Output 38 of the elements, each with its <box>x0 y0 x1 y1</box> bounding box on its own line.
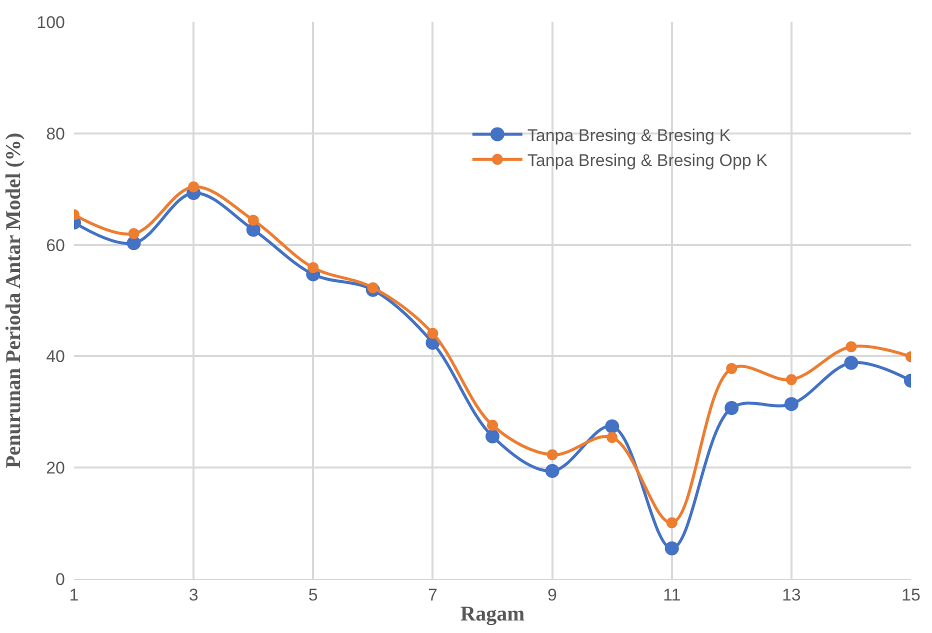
point <box>128 228 140 240</box>
x-tick-label: 11 <box>663 585 681 604</box>
y-tick-label: 60 <box>46 236 65 255</box>
point <box>367 282 378 294</box>
x-tick-label: 15 <box>902 585 920 604</box>
legend-label: Tanpa Bresing & Bresing Opp K <box>527 150 768 170</box>
point <box>724 401 739 415</box>
x-tick-label: 7 <box>428 585 438 604</box>
point <box>846 341 857 352</box>
point <box>427 328 438 339</box>
x-tick-label: 5 <box>308 585 318 604</box>
point <box>546 449 558 460</box>
point <box>487 420 498 431</box>
point <box>784 397 798 412</box>
point <box>786 374 797 386</box>
legend-label: Tanpa Bresing & Bresing K <box>527 126 732 145</box>
point <box>486 429 500 444</box>
point <box>605 419 620 434</box>
y-tick-label: 40 <box>46 347 65 366</box>
point <box>606 432 618 444</box>
point <box>726 362 738 374</box>
point <box>664 541 679 556</box>
y-tick-label: 80 <box>46 124 65 144</box>
x-tick-label: 1 <box>69 585 79 604</box>
point <box>844 356 858 370</box>
point <box>188 181 200 192</box>
y-tick-label: 0 <box>56 570 65 589</box>
x-tick-label: 13 <box>782 585 801 604</box>
point <box>545 464 560 478</box>
x-axis-title: Ragam <box>460 602 526 626</box>
x-tick-label: 3 <box>188 585 198 604</box>
point <box>308 262 319 274</box>
x-tick-label: 9 <box>548 585 558 604</box>
point <box>666 517 678 528</box>
y-tick-label: 100 <box>36 12 65 32</box>
point <box>248 214 259 226</box>
y-axis-title: Penurunan Perioda Antar Model (%) <box>0 132 25 468</box>
y-tick-label: 20 <box>46 458 65 478</box>
